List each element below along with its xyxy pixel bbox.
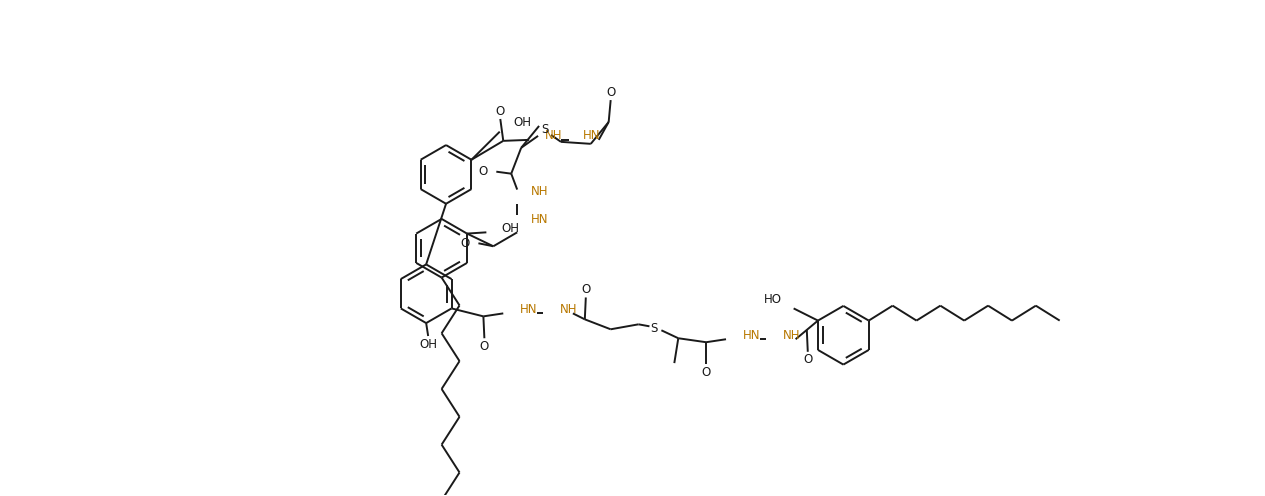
Text: O: O <box>702 366 711 378</box>
Text: HN: HN <box>531 213 549 226</box>
Text: NH: NH <box>531 185 549 198</box>
Text: O: O <box>496 105 505 118</box>
Text: S: S <box>650 322 658 335</box>
Text: O: O <box>581 283 591 296</box>
Text: HN: HN <box>743 329 760 342</box>
Text: O: O <box>478 165 488 178</box>
Text: NH: NH <box>545 129 563 142</box>
Text: HO: HO <box>764 293 782 306</box>
Text: O: O <box>803 353 812 366</box>
Text: OH: OH <box>501 222 520 235</box>
Text: NH: NH <box>783 329 801 342</box>
Text: OH: OH <box>514 116 531 129</box>
Text: HN: HN <box>520 303 538 316</box>
Text: O: O <box>606 86 615 99</box>
Text: HN: HN <box>583 129 601 142</box>
Text: NH: NH <box>560 303 577 316</box>
Text: OH: OH <box>419 338 438 352</box>
Text: O: O <box>479 340 490 353</box>
Text: O: O <box>460 237 471 250</box>
Text: S: S <box>541 124 549 136</box>
